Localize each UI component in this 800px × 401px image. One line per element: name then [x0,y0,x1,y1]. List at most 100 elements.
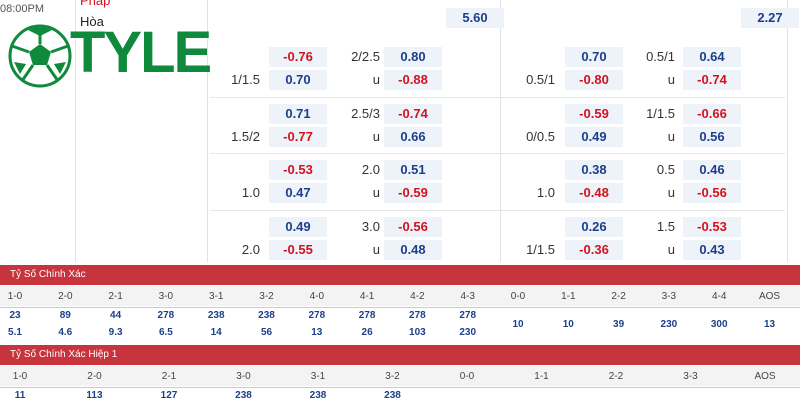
odds-value: -0.55 [269,240,327,261]
score-header: 1-1 [561,291,576,302]
handicap-label: 0.5/1 [646,49,675,64]
score-odds: 300 [710,319,728,330]
score-odds: 9.3 [108,327,123,338]
score-odds: 56 [260,327,273,338]
section-header: Tỷ Số Chính Xác Hiệp 1 [0,345,800,365]
handicap-label: 1/1.5 [231,72,260,87]
handicap-label: 2.0 [241,242,260,258]
odds-value: 0.43 [683,240,741,261]
score-odds: 127 [160,390,178,401]
score-odds: 278 [308,310,326,321]
odds-value: -0.59 [384,183,442,204]
handicap-label: 2.0 [361,162,380,178]
handicap-label: u [667,128,675,144]
handicap-label: 0.5 [656,162,675,178]
score-odds: 238 [235,390,252,401]
odds-value: 0.64 [683,47,741,67]
logo-text: TYLE [70,20,212,85]
handicap-label: u [667,185,675,201]
score-header: 4-3 [460,291,475,302]
row-divider [210,210,785,211]
odds-value: -0.48 [565,183,623,204]
handicap-label: 1.5 [656,219,675,235]
row-divider [0,307,800,308]
odds-value: 0.66 [384,126,442,147]
score-odds: 23 [9,310,21,321]
odds-value: 0.46 [683,160,741,181]
score-odds: 238 [384,390,401,401]
odds-value: 0.48 [384,240,442,261]
handicap-label: 1.5/2 [231,128,260,144]
score-header: 4-1 [359,291,375,302]
odds-value: 0.70 [565,47,623,67]
match-time: 08:00PM [0,3,45,15]
handicap-label: 0.5/1 [526,72,555,87]
score-header: 2-0 [87,371,102,382]
odds-value: 0.51 [384,160,442,181]
divider [787,0,788,262]
handicap-label: u [372,72,380,87]
section-header: Tỷ Số Chính Xác [0,265,800,285]
odds-value: -0.56 [683,183,741,204]
score-odds: 230 [459,327,477,338]
odds-value: -0.74 [384,103,442,124]
score-odds: 44 [110,310,122,321]
handicap-label: 1.0 [241,185,260,201]
odds-value: 2.27 [741,8,799,28]
score-odds: 113 [86,390,103,401]
score-odds: 89 [59,310,71,321]
handicap-label: u [372,128,380,144]
score-header: 3-2 [259,291,274,302]
score-header: 3-1 [208,291,224,302]
score-header: 4-2 [410,291,425,302]
score-odds: 13 [763,319,776,330]
score-header: 3-0 [236,371,251,382]
score-header: 3-3 [683,371,698,382]
odds-value: 0.70 [269,70,327,90]
odds-value: 0.47 [269,183,327,204]
handicap-label: 2.5/3 [351,105,380,121]
handicap-label: u [667,72,675,87]
row-divider [210,97,785,98]
odds-value: -0.53 [269,160,327,181]
odds-value: -0.59 [565,103,623,124]
handicap-label: u [372,185,380,201]
odds-value: 0.26 [565,217,623,238]
score-odds: 10 [512,319,524,330]
header-bg [0,286,800,306]
score-odds: 278 [459,310,477,321]
score-odds: 11 [14,390,26,401]
odds-value: -0.77 [269,126,327,147]
score-header: 4-0 [309,291,325,302]
score-header: 2-1 [161,371,177,382]
score-odds: 278 [409,310,426,321]
odds-value: -0.80 [565,70,623,90]
score-odds: 238 [207,310,225,321]
team-name: Pháp [80,0,111,8]
score-odds: 39 [613,319,625,330]
handicap-label: u [667,242,675,258]
odds-value: -0.66 [683,103,741,124]
score-odds: 230 [660,319,678,330]
handicap-label: 1/1.5 [646,105,675,121]
score-odds: 26 [361,327,373,338]
score-header: AOS [758,291,781,302]
odds-value: 0.38 [565,160,623,181]
handicap-label: 0/0.5 [526,128,555,144]
score-odds: 103 [409,327,426,338]
header-bg [0,366,800,386]
handicap-label: 3.0 [361,219,380,235]
odds-value: 0.49 [269,217,327,238]
draw-label: Hòa [80,14,104,29]
odds-value: 0.80 [384,47,442,67]
score-header: 2-2 [608,371,624,382]
odds-value: -0.53 [683,217,741,238]
score-header: 3-0 [158,291,174,302]
score-header: AOS [754,371,776,382]
divider [500,0,501,262]
handicap-label: u [372,242,380,258]
score-header: 3-3 [661,291,677,302]
score-header: 2-1 [108,291,123,302]
odds-value: 0.56 [683,126,741,147]
